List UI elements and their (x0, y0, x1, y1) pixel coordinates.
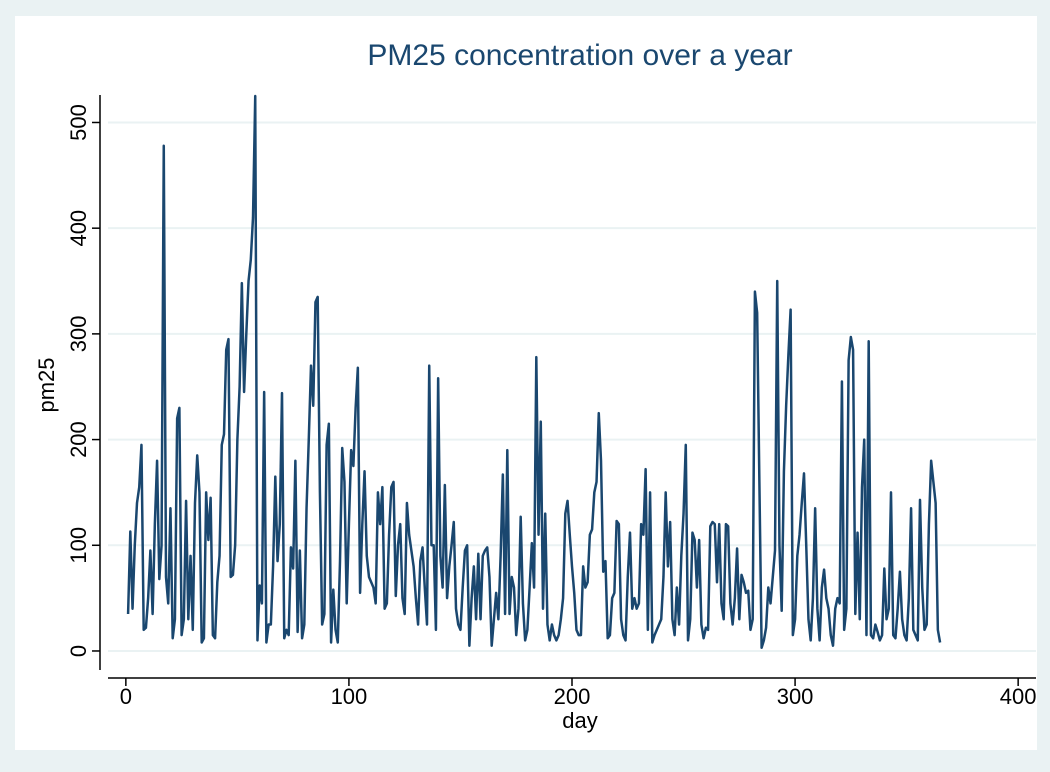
y-tick-label: 100 (66, 527, 91, 564)
y-tick-label: 0 (66, 645, 91, 657)
y-tick-label: 400 (66, 210, 91, 247)
x-tick-label: 100 (331, 684, 368, 709)
y-tick-label: 200 (66, 421, 91, 458)
chart-title: PM25 concentration over a year (367, 39, 792, 72)
y-tick-label: 300 (66, 316, 91, 353)
y-axis-label: pm25 (34, 357, 59, 412)
x-tick-label: 200 (554, 684, 591, 709)
x-axis-label: day (562, 708, 597, 733)
x-tick-label: 300 (777, 684, 814, 709)
x-tick-label: 400 (1000, 684, 1037, 709)
x-tick-label: 0 (120, 684, 132, 709)
data-line (126, 94, 942, 650)
y-tick-label: 500 (66, 104, 91, 141)
